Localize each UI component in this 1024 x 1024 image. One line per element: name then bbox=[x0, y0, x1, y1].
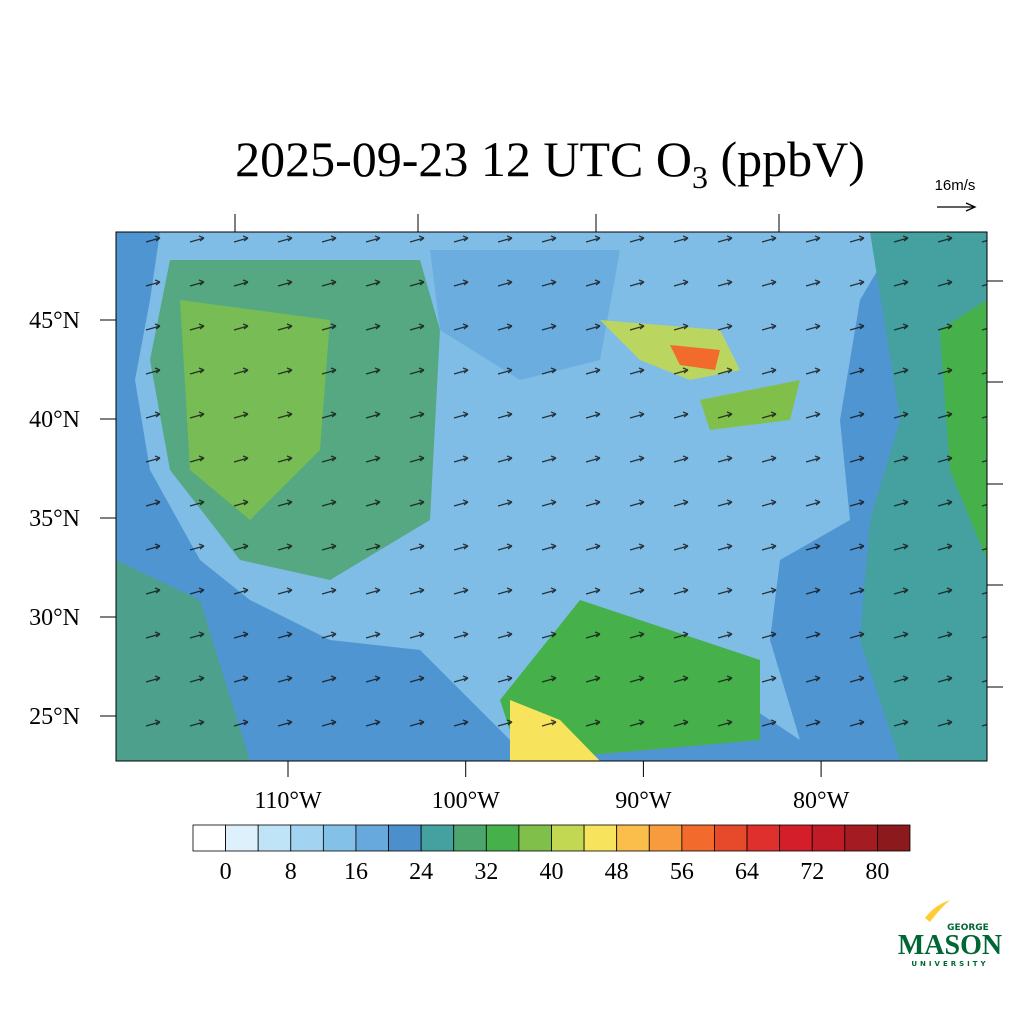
colorbar-box bbox=[485, 824, 520, 852]
logo: GEORGE MASON UNIVERSITY bbox=[898, 900, 1002, 968]
colorbar-box bbox=[714, 824, 748, 852]
colorbar-label: 24 bbox=[409, 859, 433, 885]
lon-label: 80°W bbox=[793, 788, 850, 814]
colorbar-box bbox=[420, 824, 455, 852]
wind-reference-arrow bbox=[937, 202, 977, 212]
lat-label: 35°N bbox=[29, 506, 80, 532]
colorbar-box bbox=[616, 824, 650, 852]
colorbar-label: 48 bbox=[605, 859, 629, 885]
colorbar-box bbox=[388, 824, 422, 852]
lon-label: 110°W bbox=[254, 788, 322, 814]
lat-label: 45°N bbox=[29, 308, 80, 334]
colorbar-box bbox=[192, 824, 226, 852]
colorbar-box bbox=[453, 824, 487, 852]
lat-label: 25°N bbox=[29, 704, 80, 730]
colorbar-box bbox=[811, 824, 846, 852]
colorbar-label: 56 bbox=[670, 859, 694, 885]
colorbar-box bbox=[257, 824, 292, 852]
colorbar-label: 80 bbox=[865, 859, 889, 885]
colorbar-box bbox=[322, 824, 357, 852]
colorbar-label: 0 bbox=[220, 859, 232, 885]
lon-label: 90°W bbox=[615, 788, 672, 814]
colorbar-box bbox=[648, 824, 683, 852]
lon-label: 100°W bbox=[432, 788, 501, 814]
wind-reference-label: 16m/s bbox=[935, 177, 976, 194]
colorbar-box bbox=[551, 824, 585, 852]
colorbar-box bbox=[844, 824, 878, 852]
colorbar-box bbox=[746, 824, 781, 852]
title: 2025-09-23 12 UTC O3 (ppbV) bbox=[235, 131, 865, 195]
colorbar-label: 32 bbox=[474, 859, 498, 885]
logo-main: MASON bbox=[898, 930, 1002, 961]
lat-label: 30°N bbox=[29, 605, 80, 631]
colorbar-label: 8 bbox=[285, 859, 297, 885]
colorbar-box bbox=[779, 824, 813, 852]
map bbox=[115, 214, 1003, 762]
logo-bottom: UNIVERSITY bbox=[911, 960, 988, 968]
colorbar-box bbox=[225, 824, 259, 852]
colorbar-label: 72 bbox=[800, 859, 824, 885]
colorbar-box bbox=[355, 824, 389, 852]
colorbar-box bbox=[681, 824, 715, 852]
colorbar-label: 16 bbox=[344, 859, 368, 885]
colorbar-label: 40 bbox=[540, 859, 564, 885]
colorbar-box bbox=[877, 824, 911, 852]
colorbar-box bbox=[518, 824, 552, 852]
lat-label: 40°N bbox=[29, 407, 80, 433]
colorbar-box bbox=[583, 824, 618, 852]
colorbar-box bbox=[290, 824, 324, 852]
colorbar-label: 64 bbox=[735, 859, 759, 885]
logo-top: GEORGE bbox=[947, 923, 989, 933]
